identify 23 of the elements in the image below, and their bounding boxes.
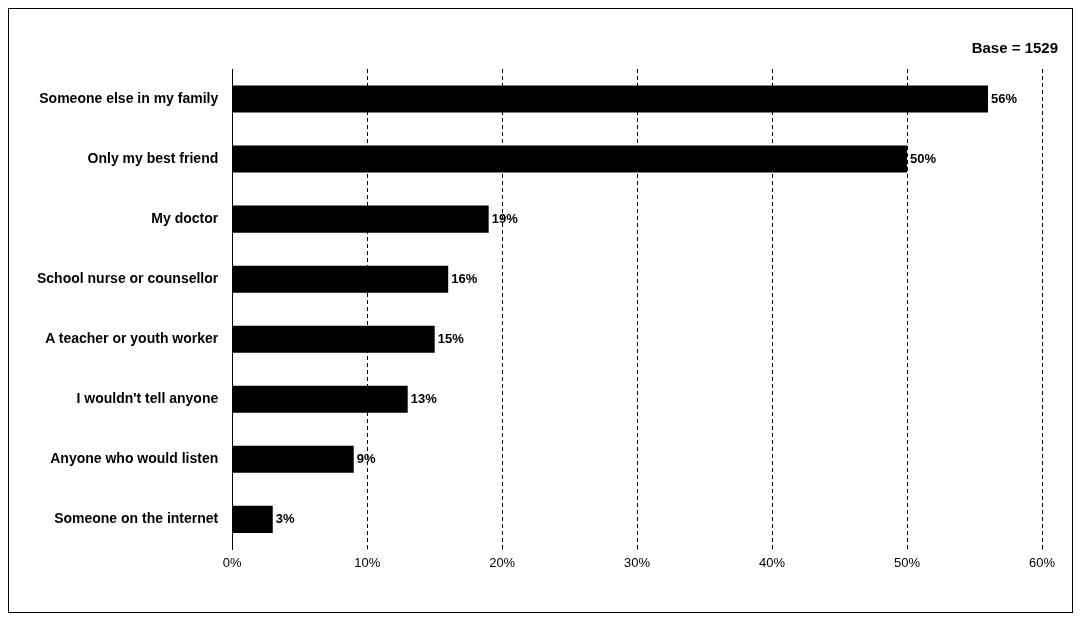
y-tick-label: Someone else in my family <box>39 89 219 106</box>
y-tick-label: Only my best friend <box>87 149 219 166</box>
x-tick-label: 0% <box>222 554 243 570</box>
data-label: 3% <box>275 510 295 526</box>
x-tick-label: 60% <box>1028 554 1056 570</box>
data-label: 16% <box>451 270 478 286</box>
y-tick-label: My doctor <box>151 209 219 226</box>
y-tick-label: School nurse or counsellor <box>36 270 219 287</box>
data-label: 13% <box>410 390 438 406</box>
text: Base = 1529 <box>971 39 1058 57</box>
y-tick-label: I wouldn't tell anyone <box>76 390 219 407</box>
y-tick-label: Someone on the internet <box>54 510 219 527</box>
data-label: 19% <box>491 210 519 226</box>
x-tick-label: 40% <box>759 554 786 570</box>
data-label: 15% <box>437 330 465 346</box>
x-tick-label: 10% <box>354 554 381 570</box>
y-tick-label: Anyone who would listen <box>50 450 219 467</box>
y-tick-label: A teacher or youth worker <box>45 330 219 347</box>
x-tick-label: 50% <box>894 554 921 570</box>
x-tick-label: 30% <box>624 554 651 570</box>
data-label: 56% <box>991 90 1018 106</box>
x-tick-label: 20% <box>489 554 516 570</box>
data-label: 50% <box>910 150 937 166</box>
